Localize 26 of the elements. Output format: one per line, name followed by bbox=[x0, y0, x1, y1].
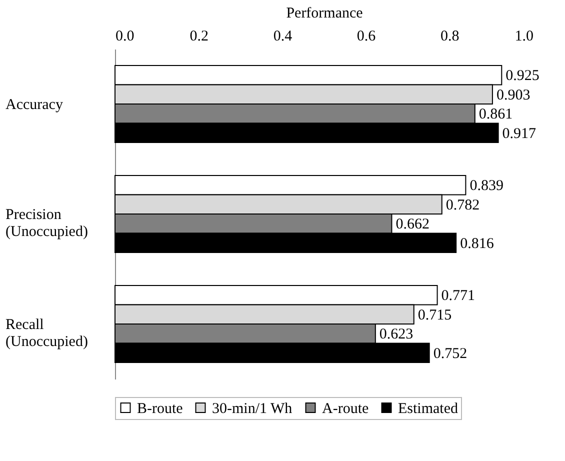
legend-label: Estimated bbox=[398, 400, 458, 417]
x-axis-title: Performance bbox=[286, 6, 364, 22]
data-label: 0.771 bbox=[441, 288, 476, 304]
x-tick-label: 0.6 bbox=[356, 28, 376, 44]
x-tick-label: 0.2 bbox=[190, 28, 208, 44]
data-label: 0.917 bbox=[502, 126, 537, 142]
data-label: 0.816 bbox=[460, 236, 494, 252]
x-tick-label: 0.8 bbox=[440, 28, 460, 44]
data-label: 0.925 bbox=[506, 68, 540, 84]
data-label: 0.752 bbox=[433, 346, 468, 362]
legend-label: B-route bbox=[137, 400, 184, 417]
legend-label: A-route bbox=[322, 400, 369, 417]
data-label: 0.715 bbox=[418, 307, 452, 324]
y-tick-label: Recall (Unoccupied) bbox=[6, 317, 88, 350]
legend-label: 30-min/1 Wh bbox=[212, 400, 293, 417]
x-tick-label: 0.0 bbox=[116, 28, 134, 44]
data-label: 0.623 bbox=[379, 326, 414, 343]
y-tick-label: Accuracy bbox=[6, 97, 64, 113]
x-tick-label: 1.0 bbox=[514, 28, 534, 44]
data-label: 0.903 bbox=[496, 87, 530, 104]
x-tick-label: 0.4 bbox=[273, 28, 293, 44]
data-label: 0.662 bbox=[396, 216, 430, 233]
data-label: 0.782 bbox=[446, 197, 480, 214]
data-label: 0.839 bbox=[470, 178, 504, 194]
data-label: 0.861 bbox=[478, 106, 513, 123]
y-tick-label: Precision (Unoccupied) bbox=[6, 207, 88, 240]
